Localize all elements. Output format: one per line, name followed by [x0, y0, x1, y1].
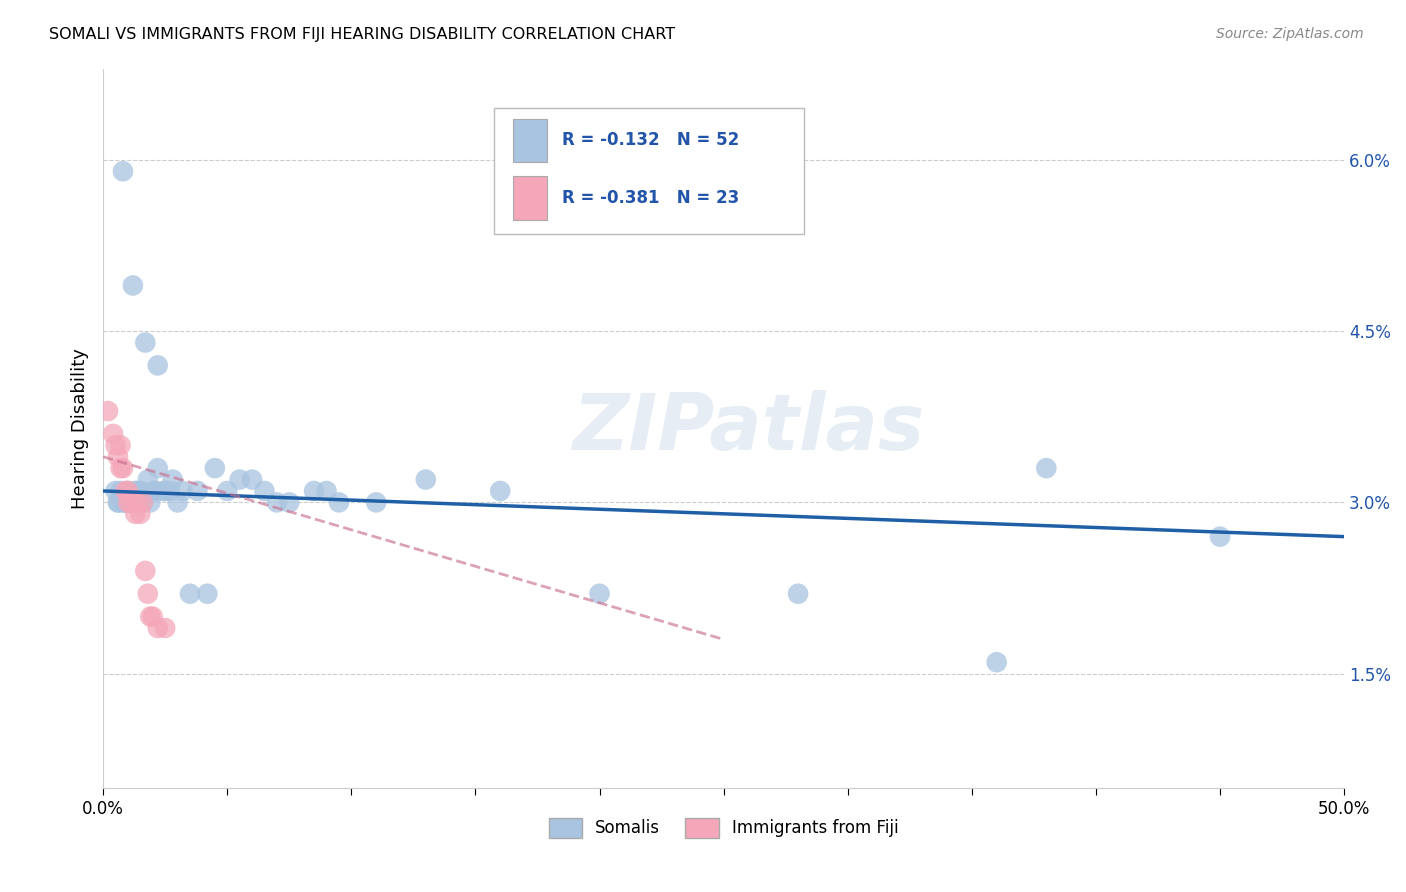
Point [1035, 461, 1057, 475]
Point [127, 483, 149, 498]
Point [787, 587, 810, 601]
Point [101, 426, 124, 441]
Point [986, 655, 1008, 669]
Point [302, 483, 325, 498]
Point [153, 621, 176, 635]
Point [139, 495, 162, 509]
Point [111, 461, 134, 475]
Point [186, 483, 208, 498]
Point [110, 483, 132, 498]
Bar [513, 177, 547, 219]
Point [107, 495, 129, 509]
Point [217, 483, 239, 498]
Text: Source: ZipAtlas.com: Source: ZipAtlas.com [1216, 27, 1364, 41]
Point [127, 495, 149, 509]
Point [124, 483, 146, 498]
Text: SOMALI VS IMMIGRANTS FROM FIJI HEARING DISABILITY CORRELATION CHART: SOMALI VS IMMIGRANTS FROM FIJI HEARING D… [49, 27, 675, 42]
Point [107, 495, 129, 509]
Bar [513, 119, 547, 162]
Text: R = -0.132   N = 52: R = -0.132 N = 52 [562, 131, 740, 150]
Point [120, 495, 142, 509]
Point [107, 450, 129, 464]
Point [104, 483, 127, 498]
Point [143, 483, 166, 498]
Point [114, 495, 136, 509]
Y-axis label: Hearing Disability: Hearing Disability [72, 348, 89, 508]
Point [179, 587, 201, 601]
Point [120, 495, 142, 509]
Point [228, 473, 250, 487]
Text: ZIPatlas: ZIPatlas [572, 390, 925, 467]
Point [117, 483, 139, 498]
Point [129, 507, 152, 521]
Point [328, 495, 350, 509]
Point [253, 483, 276, 498]
Point [278, 495, 301, 509]
Point [136, 587, 159, 601]
Point [240, 473, 263, 487]
Point [162, 473, 184, 487]
Point [124, 495, 146, 509]
Point [114, 495, 136, 509]
Point [132, 495, 155, 509]
Point [122, 495, 145, 509]
Point [159, 483, 181, 498]
Point [195, 587, 218, 601]
Point [489, 483, 512, 498]
Legend: Somalis, Immigrants from Fiji: Somalis, Immigrants from Fiji [541, 812, 905, 844]
Point [117, 483, 139, 498]
Text: R = -0.381   N = 23: R = -0.381 N = 23 [562, 189, 740, 207]
Point [124, 507, 146, 521]
Point [146, 461, 169, 475]
Point [1209, 530, 1232, 544]
Point [415, 473, 437, 487]
Point [266, 495, 288, 509]
Point [146, 359, 169, 373]
Point [122, 495, 145, 509]
Point [117, 495, 139, 509]
Point [204, 461, 226, 475]
Point [132, 495, 155, 509]
Point [134, 564, 156, 578]
Point [136, 473, 159, 487]
FancyBboxPatch shape [494, 108, 804, 234]
Point [166, 495, 188, 509]
Point [114, 483, 136, 498]
Point [146, 621, 169, 635]
Point [97, 404, 120, 418]
Point [104, 438, 127, 452]
Point [139, 609, 162, 624]
Point [142, 609, 165, 624]
Point [110, 438, 132, 452]
Point [588, 587, 610, 601]
Point [152, 483, 174, 498]
Point [111, 495, 134, 509]
Point [142, 483, 165, 498]
Point [110, 461, 132, 475]
Point [366, 495, 388, 509]
Point [153, 483, 176, 498]
Point [134, 335, 156, 350]
Point [111, 164, 134, 178]
Point [129, 483, 152, 498]
Point [315, 483, 337, 498]
Point [172, 483, 194, 498]
Point [117, 495, 139, 509]
Point [132, 495, 155, 509]
Point [122, 278, 145, 293]
